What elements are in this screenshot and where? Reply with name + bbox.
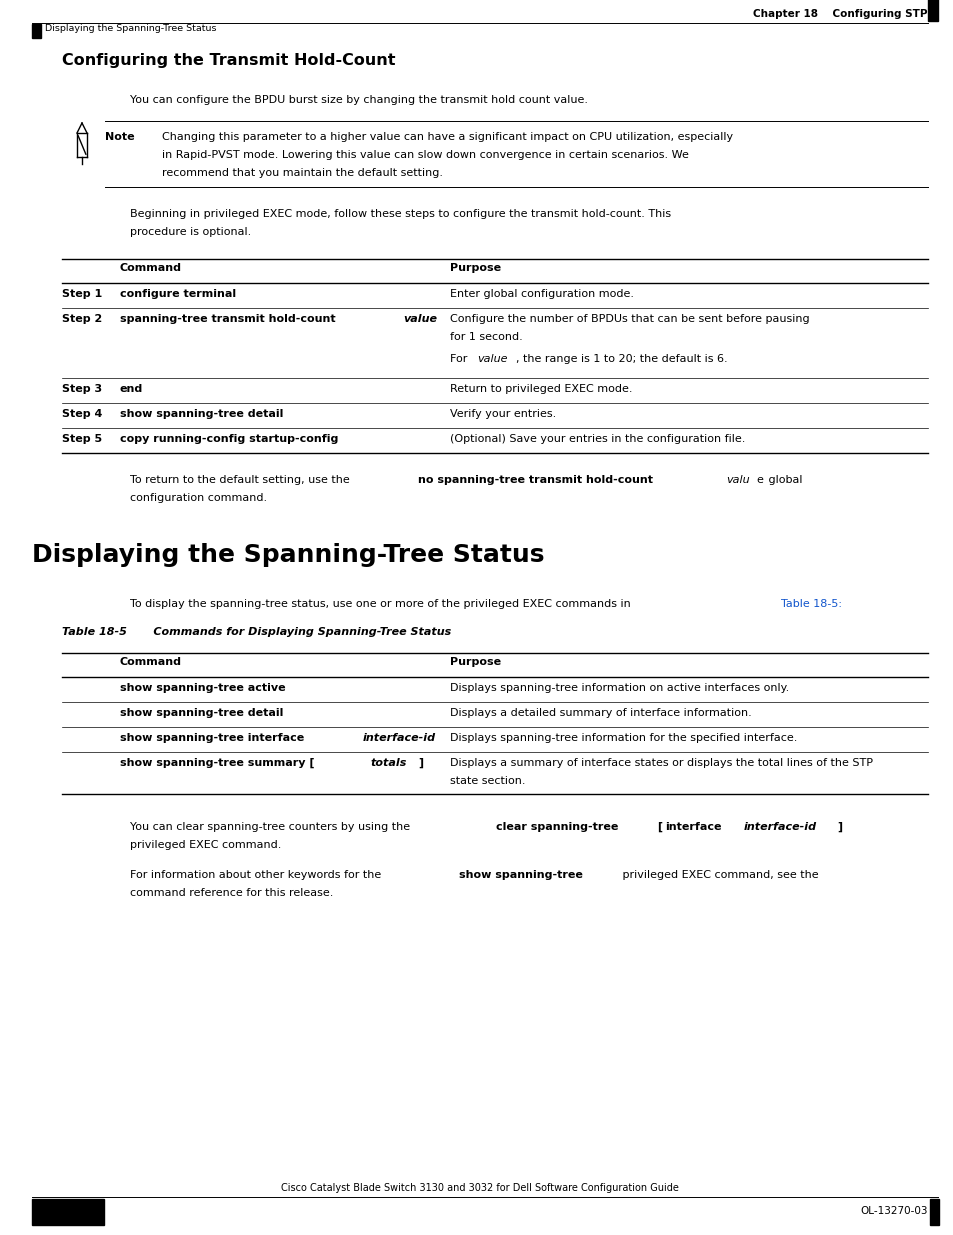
Text: OL-13270-03: OL-13270-03 — [860, 1207, 927, 1216]
Text: Displays a summary of interface states or displays the total lines of the STP: Displays a summary of interface states o… — [450, 758, 872, 768]
Text: Table 18-5:: Table 18-5: — [780, 599, 841, 609]
Text: For: For — [450, 354, 471, 364]
Text: show spanning-tree detail: show spanning-tree detail — [120, 708, 283, 718]
Text: show spanning-tree active: show spanning-tree active — [120, 683, 285, 693]
Text: Step 4: Step 4 — [62, 409, 102, 419]
Text: , the range is 1 to 20; the default is 6.: , the range is 1 to 20; the default is 6… — [516, 354, 727, 364]
Text: Command: Command — [120, 263, 182, 273]
Text: (Optional) Save your entries in the configuration file.: (Optional) Save your entries in the conf… — [450, 433, 744, 445]
Text: totals: totals — [371, 758, 407, 768]
Text: Chapter 18    Configuring STP: Chapter 18 Configuring STP — [753, 9, 927, 19]
Text: interface-id: interface-id — [362, 734, 436, 743]
Text: value: value — [476, 354, 507, 364]
Text: ]: ] — [837, 823, 842, 832]
Text: interface-id: interface-id — [742, 823, 816, 832]
Text: Table 18-5: Table 18-5 — [62, 627, 127, 637]
Text: clear spanning-tree: clear spanning-tree — [496, 823, 618, 832]
Text: show spanning-tree detail: show spanning-tree detail — [120, 409, 283, 419]
Text: To display the spanning-tree status, use one or more of the privileged EXEC comm: To display the spanning-tree status, use… — [130, 599, 634, 609]
Text: e: e — [756, 475, 762, 485]
Text: privileged EXEC command.: privileged EXEC command. — [130, 840, 281, 850]
Text: Configuring the Transmit Hold-Count: Configuring the Transmit Hold-Count — [62, 53, 395, 68]
Text: no spanning-tree transmit hold-count: no spanning-tree transmit hold-count — [417, 475, 653, 485]
Text: global: global — [764, 475, 801, 485]
Text: Displays spanning-tree information for the specified interface.: Displays spanning-tree information for t… — [450, 734, 797, 743]
Text: Displaying the Spanning-Tree Status: Displaying the Spanning-Tree Status — [32, 543, 544, 567]
Bar — [927, 0, 937, 21]
Text: privileged EXEC command, see the: privileged EXEC command, see the — [618, 869, 818, 881]
Text: Beginning in privileged EXEC mode, follow these steps to configure the transmit : Beginning in privileged EXEC mode, follo… — [130, 209, 670, 219]
Text: ]: ] — [417, 758, 422, 768]
Text: Configure the number of BPDUs that can be sent before pausing: Configure the number of BPDUs that can b… — [450, 314, 809, 324]
Text: Displaying the Spanning-Tree Status: Displaying the Spanning-Tree Status — [45, 23, 216, 33]
Text: To return to the default setting, use the: To return to the default setting, use th… — [130, 475, 353, 485]
Text: value: value — [403, 314, 436, 324]
Text: Note: Note — [105, 132, 134, 142]
Text: for 1 second.: for 1 second. — [450, 332, 522, 342]
Text: recommend that you maintain the default setting.: recommend that you maintain the default … — [162, 168, 442, 178]
Text: end: end — [120, 384, 143, 394]
Text: state section.: state section. — [450, 776, 525, 785]
Text: configure terminal: configure terminal — [120, 289, 236, 299]
Bar — [32, 1199, 104, 1225]
Text: Step 5: Step 5 — [62, 433, 102, 445]
Text: Verify your entries.: Verify your entries. — [450, 409, 556, 419]
Text: Step 3: Step 3 — [62, 384, 102, 394]
Text: Purpose: Purpose — [450, 657, 500, 667]
Text: command reference for this release.: command reference for this release. — [130, 888, 333, 898]
Text: For information about other keywords for the: For information about other keywords for… — [130, 869, 384, 881]
Text: show spanning-tree interface: show spanning-tree interface — [120, 734, 308, 743]
Text: valu: valu — [725, 475, 749, 485]
Text: Purpose: Purpose — [450, 263, 500, 273]
Text: interface: interface — [665, 823, 721, 832]
Text: show spanning-tree: show spanning-tree — [458, 869, 582, 881]
Text: Displays a detailed summary of interface information.: Displays a detailed summary of interface… — [450, 708, 751, 718]
Text: spanning-tree transmit hold-count: spanning-tree transmit hold-count — [120, 314, 339, 324]
Text: in Rapid-PVST mode. Lowering this value can slow down convergence in certain sce: in Rapid-PVST mode. Lowering this value … — [162, 149, 688, 161]
Text: Displays spanning-tree information on active interfaces only.: Displays spanning-tree information on ac… — [450, 683, 788, 693]
Text: configuration command.: configuration command. — [130, 493, 267, 503]
Text: show spanning-tree summary [: show spanning-tree summary [ — [120, 758, 314, 768]
Text: You can clear spanning-tree counters by using the: You can clear spanning-tree counters by … — [130, 823, 414, 832]
Text: [: [ — [653, 823, 662, 832]
Text: Command: Command — [120, 657, 182, 667]
Text: Return to privileged EXEC mode.: Return to privileged EXEC mode. — [450, 384, 632, 394]
Text: You can configure the BPDU burst size by changing the transmit hold count value.: You can configure the BPDU burst size by… — [130, 95, 587, 105]
Text: Enter global configuration mode.: Enter global configuration mode. — [450, 289, 634, 299]
Text: copy running-config startup-config: copy running-config startup-config — [120, 433, 338, 445]
Text: Step 1: Step 1 — [62, 289, 102, 299]
Text: Cisco Catalyst Blade Switch 3130 and 3032 for Dell Software Configuration Guide: Cisco Catalyst Blade Switch 3130 and 303… — [281, 1183, 679, 1193]
Text: Step 2: Step 2 — [62, 314, 102, 324]
Bar — [929, 1199, 938, 1225]
Text: Commands for Displaying Spanning-Tree Status: Commands for Displaying Spanning-Tree St… — [133, 627, 451, 637]
Bar — [32, 23, 41, 38]
Text: Changing this parameter to a higher value can have a significant impact on CPU u: Changing this parameter to a higher valu… — [162, 132, 732, 142]
Text: 18-24: 18-24 — [47, 1205, 89, 1219]
Text: procedure is optional.: procedure is optional. — [130, 227, 251, 237]
